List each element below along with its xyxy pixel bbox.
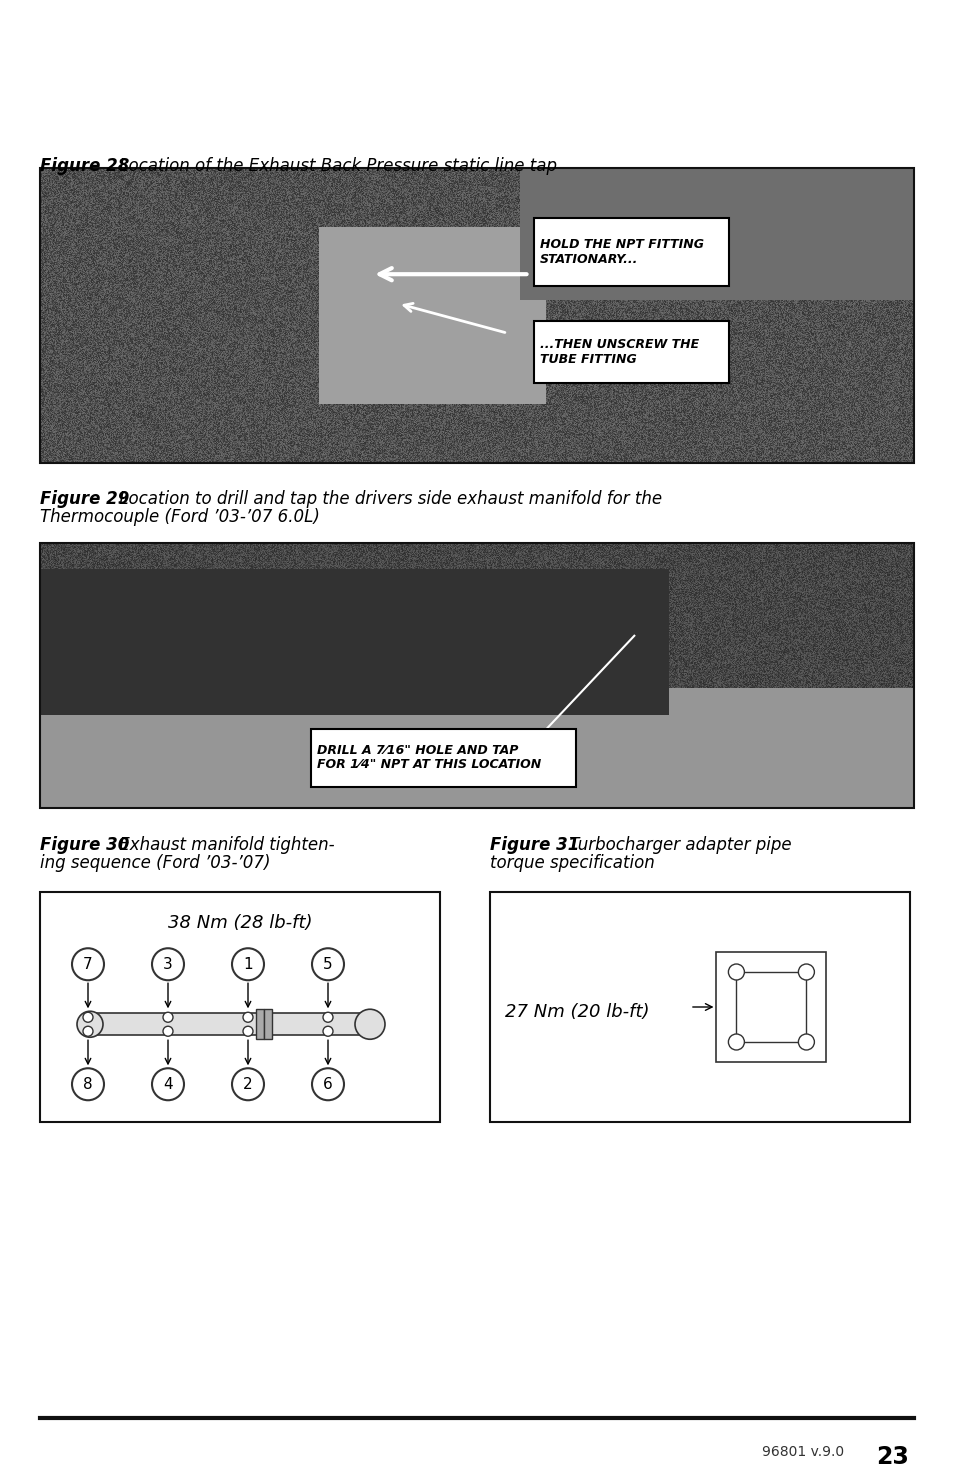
Bar <box>40 892 439 1122</box>
Text: 6: 6 <box>323 1077 333 1092</box>
Circle shape <box>71 948 104 981</box>
Bar <box>736 972 805 1041</box>
Circle shape <box>71 1068 104 1100</box>
Circle shape <box>163 1027 172 1037</box>
Text: 8: 8 <box>83 1077 92 1092</box>
Circle shape <box>232 1068 264 1100</box>
Text: 5: 5 <box>323 957 333 972</box>
Bar <box>534 322 728 384</box>
Text: Figure 28: Figure 28 <box>40 156 130 176</box>
Bar <box>255 1009 264 1040</box>
Bar <box>40 168 913 463</box>
Text: torque specification: torque specification <box>490 854 654 872</box>
Text: Location of the Exhaust Back Pressure static line tap: Location of the Exhaust Back Pressure st… <box>113 156 557 176</box>
Text: Location to drill and tap the drivers side exhaust manifold for the: Location to drill and tap the drivers si… <box>113 490 661 507</box>
Circle shape <box>83 1012 92 1022</box>
Text: 1: 1 <box>243 957 253 972</box>
Text: DRILL A 7⁄16" HOLE AND TAP
FOR 1⁄4" NPT AT THIS LOCATION: DRILL A 7⁄16" HOLE AND TAP FOR 1⁄4" NPT … <box>316 743 540 771</box>
Circle shape <box>798 965 814 979</box>
Circle shape <box>243 1012 253 1022</box>
Text: Figure 29: Figure 29 <box>40 490 130 507</box>
Text: 2: 2 <box>243 1077 253 1092</box>
Circle shape <box>323 1027 333 1037</box>
Bar <box>534 218 728 286</box>
Text: 3: 3 <box>163 957 172 972</box>
Circle shape <box>323 1012 333 1022</box>
Bar <box>90 1013 370 1035</box>
Bar <box>264 1009 272 1040</box>
Circle shape <box>355 1009 385 1040</box>
Bar <box>311 729 576 786</box>
Text: Thermocouple (Ford ’03-’07 6.0L): Thermocouple (Ford ’03-’07 6.0L) <box>40 507 319 527</box>
Text: Figure 31: Figure 31 <box>490 836 578 854</box>
Text: Exhaust manifold tighten-: Exhaust manifold tighten- <box>113 836 335 854</box>
Bar <box>716 951 825 1062</box>
Text: 4: 4 <box>163 1077 172 1092</box>
Circle shape <box>728 965 743 979</box>
Circle shape <box>152 1068 184 1100</box>
Bar <box>40 543 913 808</box>
Circle shape <box>232 948 264 981</box>
Text: 96801 v.9.0: 96801 v.9.0 <box>761 1446 843 1459</box>
Circle shape <box>77 1012 103 1037</box>
Text: 38 Nm (28 lb-ft): 38 Nm (28 lb-ft) <box>168 914 312 932</box>
Circle shape <box>152 948 184 981</box>
Text: Figure 30: Figure 30 <box>40 836 130 854</box>
Text: HOLD THE NPT FITTING
STATIONARY...: HOLD THE NPT FITTING STATIONARY... <box>539 237 703 266</box>
Text: ing sequence (Ford ’03-’07): ing sequence (Ford ’03-’07) <box>40 854 271 872</box>
Text: Turbocharger adapter pipe: Turbocharger adapter pipe <box>563 836 791 854</box>
Circle shape <box>312 948 344 981</box>
Bar <box>490 892 909 1122</box>
Circle shape <box>163 1012 172 1022</box>
Text: 7: 7 <box>83 957 92 972</box>
Circle shape <box>728 1034 743 1050</box>
Text: ...THEN UNSCREW THE
TUBE FITTING: ...THEN UNSCREW THE TUBE FITTING <box>539 338 699 366</box>
Circle shape <box>243 1027 253 1037</box>
Text: 23: 23 <box>875 1446 908 1469</box>
Circle shape <box>312 1068 344 1100</box>
Circle shape <box>83 1027 92 1037</box>
Text: 27 Nm (20 lb-ft): 27 Nm (20 lb-ft) <box>504 1003 649 1021</box>
Circle shape <box>798 1034 814 1050</box>
